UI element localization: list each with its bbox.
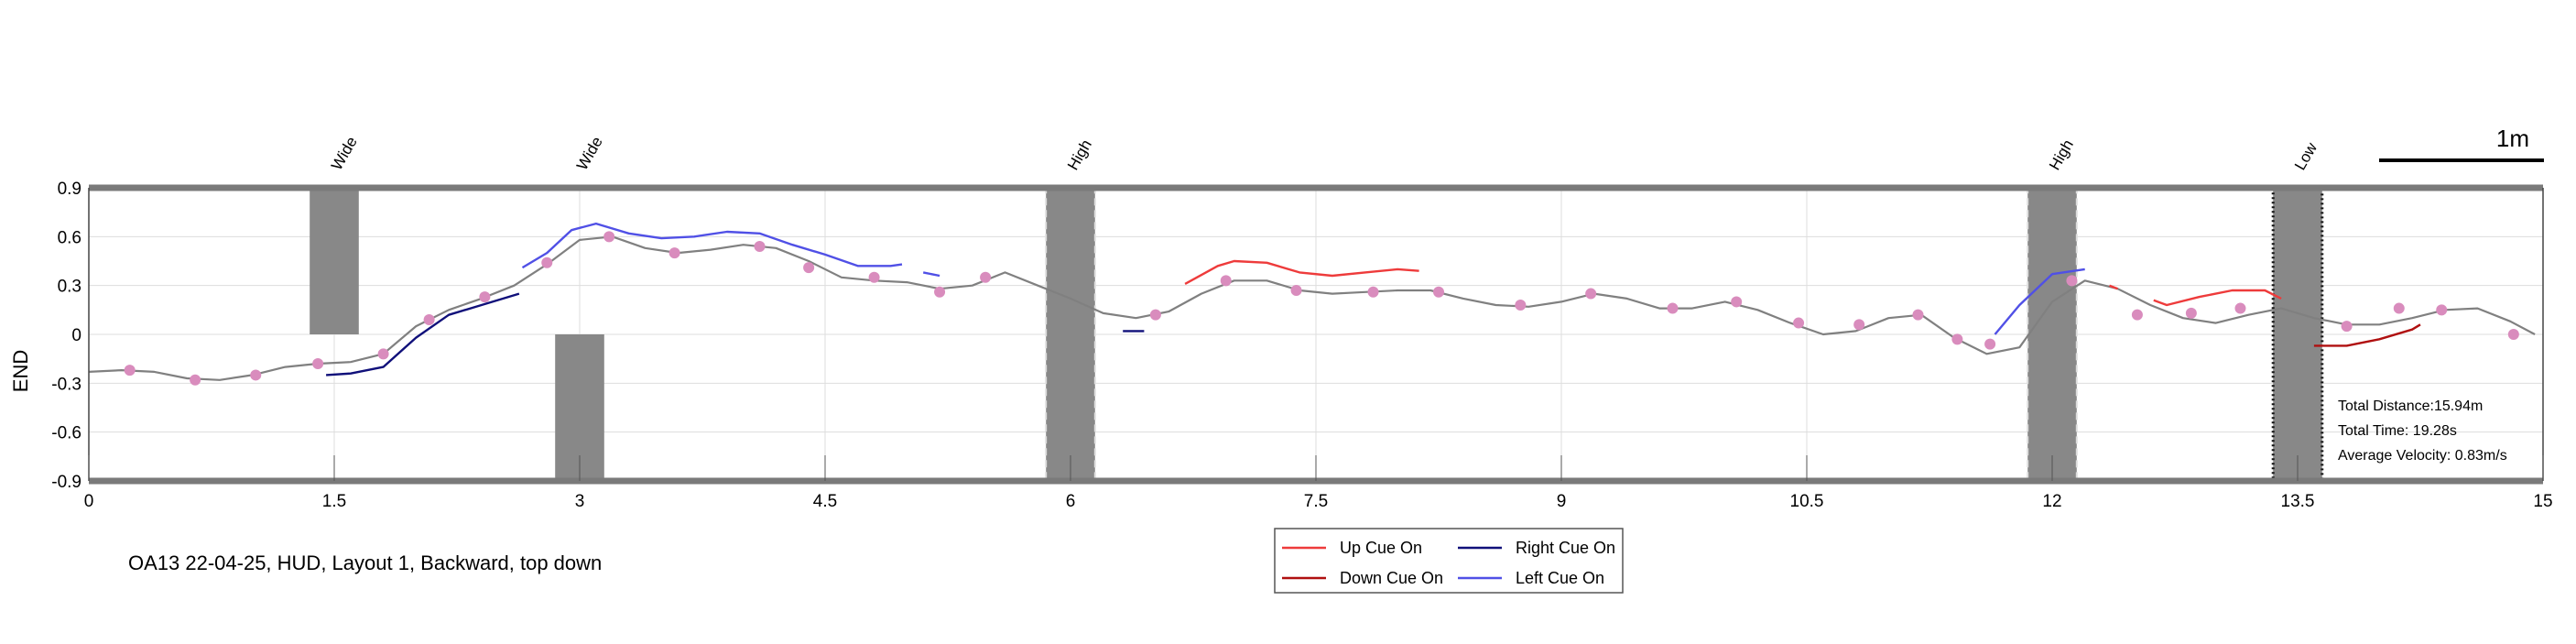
- down-cue-segment-0: [2313, 323, 2421, 347]
- trajectory-marker-9: [668, 247, 680, 259]
- x-tick-label-8: 12: [2042, 492, 2061, 511]
- trajectory-marker-34: [2393, 302, 2405, 314]
- summary-stats: Total Distance:15.94m Total Time: 19.28s…: [2338, 398, 2507, 464]
- trajectory-marker-4: [377, 348, 389, 360]
- x-tick-label-4: 6: [1066, 492, 1076, 511]
- trajectory-marker-23: [1731, 296, 1743, 308]
- scale-bar-label: 1m: [2496, 125, 2529, 152]
- up-cue-segment-1: [2109, 284, 2118, 290]
- trajectory-marker-7: [541, 257, 553, 268]
- trajectory-marker-35: [2436, 304, 2448, 316]
- trajectory-marker-27: [1951, 333, 1963, 345]
- trajectory-marker-12: [868, 271, 880, 283]
- axis-ticks: 0 1.5 3 4.5 6 7.5 9 10.5 12 13.5 15 0.9 0.6 0.3 0 -0.3 -…: [51, 180, 2552, 511]
- x-tick-label-2: 3: [575, 492, 585, 511]
- trajectory-marker-10: [754, 241, 766, 252]
- trajectory-marker-13: [934, 286, 946, 298]
- trajectory-marker-8: [603, 231, 615, 243]
- trajectory-marker-29: [2066, 275, 2078, 287]
- obstacle-3: [2027, 187, 2078, 482]
- y-tick-label-3: 0: [71, 326, 82, 345]
- legend-label-right-cue: Right Cue On: [1516, 539, 1615, 557]
- trajectory-marker-20: [1515, 300, 1527, 311]
- left-cue-segment-0: [521, 222, 903, 269]
- data-series: [88, 222, 2536, 381]
- stat-total-time: Total Time: 19.28s: [2338, 423, 2457, 439]
- trajectory-marker-33: [2341, 321, 2353, 333]
- y-tick-label-2: 0.3: [58, 278, 82, 297]
- trajectory-marker-1: [190, 374, 201, 386]
- trajectory-marker-5: [423, 314, 435, 325]
- x-tick-label-0: 0: [84, 492, 94, 511]
- trajectory-marker-6: [479, 291, 491, 303]
- obstacle-4: [2271, 186, 2324, 483]
- trajectory-marker-25: [1853, 319, 1865, 331]
- trajectory-marker-17: [1290, 285, 1302, 296]
- y-tick-label-1: 0.6: [58, 228, 82, 247]
- obstacle-2: [1045, 187, 1096, 482]
- left-cue-segment-2: [1994, 267, 2085, 335]
- trajectory-marker-22: [1667, 302, 1679, 314]
- trajectory-marker-30: [2131, 309, 2143, 321]
- trajectory-marker-28: [1984, 338, 1996, 350]
- stat-average-velocity: Average Velocity: 0.83m/s: [2338, 448, 2507, 464]
- trajectory-markers: [124, 231, 2519, 386]
- legend-label-down-cue: Down Cue On: [1340, 569, 1443, 587]
- legend-label-left-cue: Left Cue On: [1516, 569, 1604, 587]
- trajectory-marker-31: [2185, 307, 2197, 319]
- trajectory-marker-32: [2234, 302, 2246, 314]
- trajectory-marker-36: [2507, 329, 2519, 340]
- legend-label-up-cue: Up Cue On: [1340, 539, 1422, 557]
- x-tick-label-1: 1.5: [322, 492, 346, 511]
- trajectory-marker-24: [1793, 317, 1805, 329]
- y-tick-label-5: -0.6: [51, 424, 82, 443]
- legend-box: [1274, 528, 1624, 594]
- trajectory-marker-2: [250, 369, 262, 381]
- trajectory-marker-19: [1433, 286, 1444, 298]
- x-tick-label-3: 4.5: [813, 492, 837, 511]
- x-tick-label-7: 10.5: [1790, 492, 1824, 511]
- x-tick-label-9: 13.5: [2281, 492, 2315, 511]
- up-cue-segment-2: [2153, 289, 2282, 307]
- figure-caption: OA13 22-04-25, HUD, Layout 1, Backward, …: [128, 551, 602, 574]
- legend: Up Cue On Right Cue On Down Cue On Left …: [1274, 528, 1624, 594]
- x-tick-label-6: 9: [1557, 492, 1567, 511]
- obstacle-0: [310, 188, 359, 334]
- trajectory-marker-26: [1912, 309, 1924, 321]
- y-tick-label-4: -0.3: [51, 375, 82, 394]
- right-cue-segment-0: [326, 292, 520, 377]
- x-tick-label-10: 15: [2533, 492, 2552, 511]
- trajectory-marker-21: [1585, 288, 1597, 300]
- up-cue-segment-0: [1184, 259, 1419, 285]
- trajectory-marker-15: [1149, 309, 1161, 321]
- trajectory-marker-11: [803, 262, 815, 274]
- trajectory-marker-14: [980, 271, 992, 283]
- trajectory-marker-0: [124, 365, 136, 377]
- left-cue-segment-1: [922, 271, 940, 278]
- trajectory-line: [88, 235, 2536, 381]
- scale-bar: 1m: [2379, 125, 2544, 162]
- y-tick-label-6: -0.9: [51, 473, 82, 492]
- trajectory-marker-3: [312, 358, 324, 369]
- y-axis-label: END: [9, 350, 32, 392]
- trajectory-marker-16: [1220, 275, 1232, 287]
- y-tick-label-0: 0.9: [58, 180, 82, 199]
- x-tick-label-5: 7.5: [1304, 492, 1328, 511]
- trajectory-marker-18: [1367, 286, 1379, 298]
- stat-total-distance: Total Distance:15.94m: [2338, 398, 2483, 414]
